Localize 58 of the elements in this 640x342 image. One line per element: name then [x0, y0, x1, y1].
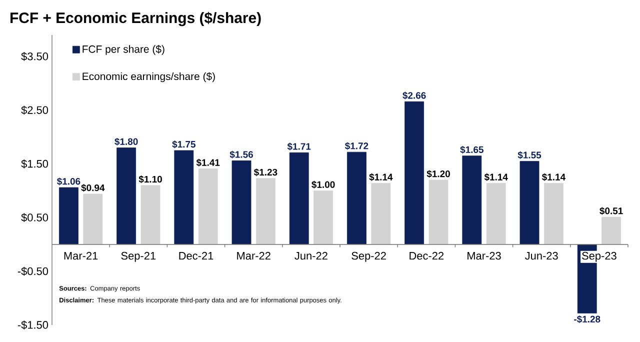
x-tick-label: Jun-22 — [294, 252, 328, 260]
bar — [404, 101, 424, 245]
data-label: $1.20 — [426, 170, 450, 178]
bar — [314, 190, 333, 245]
x-tick-label: Jun-23 — [525, 252, 558, 260]
data-label: $1.56 — [230, 150, 254, 158]
data-label: $2.66 — [402, 92, 426, 100]
bar — [371, 183, 391, 245]
legend-label: Economic earnings/share ($) — [82, 72, 215, 82]
bar — [289, 152, 309, 245]
bar — [602, 216, 622, 245]
y-tick-label: -$0.50 — [18, 266, 48, 276]
x-tick-label: Mar-21 — [64, 252, 98, 260]
bar — [347, 152, 366, 245]
data-label: $1.41 — [196, 158, 220, 167]
data-label: $1.06 — [56, 178, 80, 186]
bar — [544, 183, 564, 245]
data-label: $0.94 — [81, 184, 105, 192]
bar — [116, 148, 136, 245]
chart-title: FCF + Economic Earnings ($/share) — [10, 12, 261, 26]
data-label: $1.72 — [344, 142, 368, 150]
y-tick-label: $2.50 — [21, 106, 48, 115]
x-tick-label: Mar-22 — [237, 252, 270, 260]
bar — [83, 194, 103, 245]
legend-label: FCF per share ($) — [82, 44, 164, 55]
data-label: $1.80 — [114, 138, 138, 146]
x-tick-label: Sep-22 — [352, 252, 386, 262]
x-tick-label: Sep-21 — [121, 252, 156, 262]
data-label: $1.14 — [369, 173, 393, 182]
x-tick-label: Dec-21 — [179, 252, 214, 260]
bar — [174, 150, 194, 245]
data-label: $1.75 — [172, 140, 196, 148]
data-label: $1.10 — [138, 175, 162, 184]
bar — [520, 161, 540, 245]
y-tick-label: $0.50 — [21, 213, 48, 222]
bar — [462, 156, 482, 245]
data-label: $0.51 — [600, 207, 623, 215]
bar — [140, 185, 160, 245]
data-label: $1.14 — [484, 173, 508, 182]
data-label: $1.23 — [254, 168, 278, 176]
y-tick-label: $1.50 — [21, 159, 48, 168]
data-label: -$1.28 — [574, 315, 600, 324]
data-label: $1.65 — [460, 146, 484, 154]
data-label: $1.00 — [312, 180, 335, 189]
bar — [59, 187, 78, 245]
bar — [232, 160, 252, 245]
x-tick-label: Dec-22 — [410, 252, 444, 260]
bar — [428, 180, 448, 245]
bar — [256, 178, 276, 245]
data-label: $1.14 — [542, 173, 566, 182]
data-label: $1.55 — [518, 151, 542, 160]
bar — [198, 168, 218, 245]
data-label: $1.71 — [287, 142, 311, 150]
x-tick-label: Mar-23 — [468, 252, 501, 260]
x-tick-label: Sep-23 — [582, 252, 616, 262]
y-tick-label: -$1.50 — [18, 320, 48, 330]
bar — [486, 183, 506, 245]
y-tick-label: $3.50 — [21, 52, 48, 61]
